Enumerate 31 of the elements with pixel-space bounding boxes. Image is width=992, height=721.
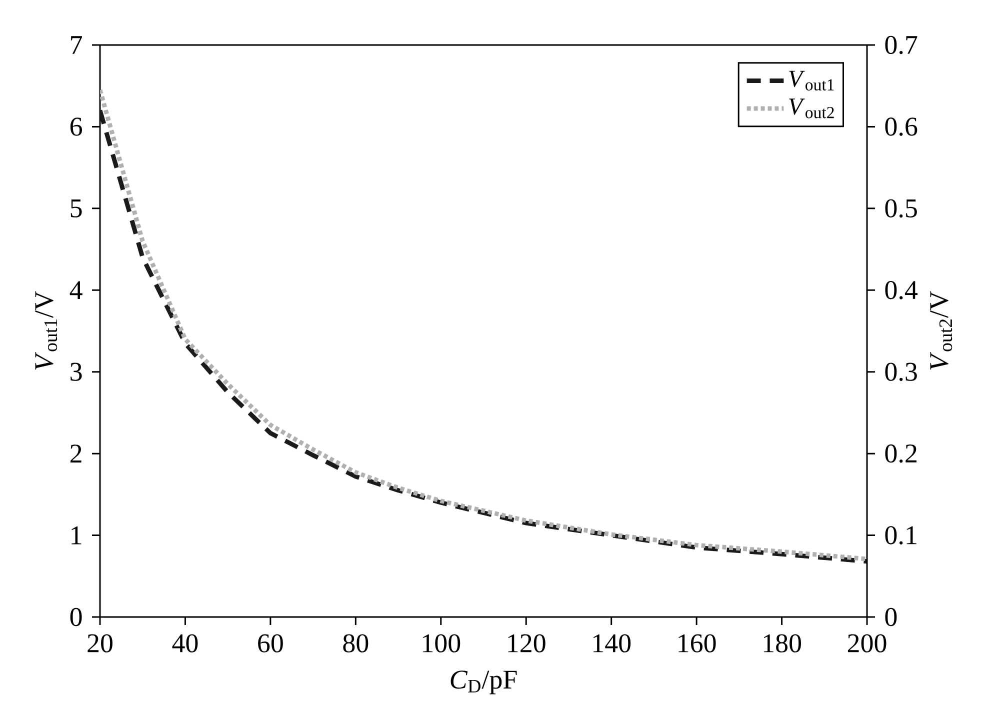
x-tick-label: 200	[848, 634, 886, 652]
y-tick-label: 3	[70, 362, 82, 381]
y2-tick-label: 0.7	[885, 36, 918, 54]
y-tick-label: 5	[70, 199, 82, 218]
x-tick-label: 40	[172, 634, 198, 652]
y2-tick-label: 0.1	[885, 526, 916, 544]
y-tick-label: 1	[72, 526, 82, 544]
y2-tick-label: 0.3	[885, 362, 917, 382]
y2-tick-label: 0.2	[885, 444, 916, 463]
y-tick-label: 7	[71, 36, 82, 54]
x-tick-label: 20	[88, 634, 112, 652]
y-tick-label: 4	[70, 281, 82, 300]
x-tick-label: 160	[678, 634, 716, 652]
x-tick-label: 140	[593, 634, 631, 652]
x-tick-label: 180	[764, 634, 802, 652]
y-tick-label: 0	[70, 608, 82, 626]
x-tick-label: 80	[343, 634, 368, 652]
x-tick-label: 120	[508, 634, 546, 652]
y-tick-label: 6	[70, 118, 82, 136]
y-tick-label: 2	[70, 444, 82, 463]
y2-tick-label: 0	[885, 608, 897, 626]
x-tick-label: 60	[258, 634, 283, 652]
legend-label: V$_{out2}$	[789, 98, 834, 118]
y2-tick-label: 0.5	[885, 199, 917, 218]
y2-axis-title: V$_{out2}$/V	[930, 291, 952, 370]
legend-label: V$_{out1}$	[789, 70, 834, 90]
y-axis-title: V$_{out1}$/V	[35, 291, 58, 370]
x-tick-label: 100	[423, 634, 460, 652]
y2-tick-label: 0.6	[885, 118, 918, 136]
y2-tick-label: 0.4	[885, 280, 918, 300]
x-axis-title: C$_{D}$/pF	[450, 670, 517, 694]
